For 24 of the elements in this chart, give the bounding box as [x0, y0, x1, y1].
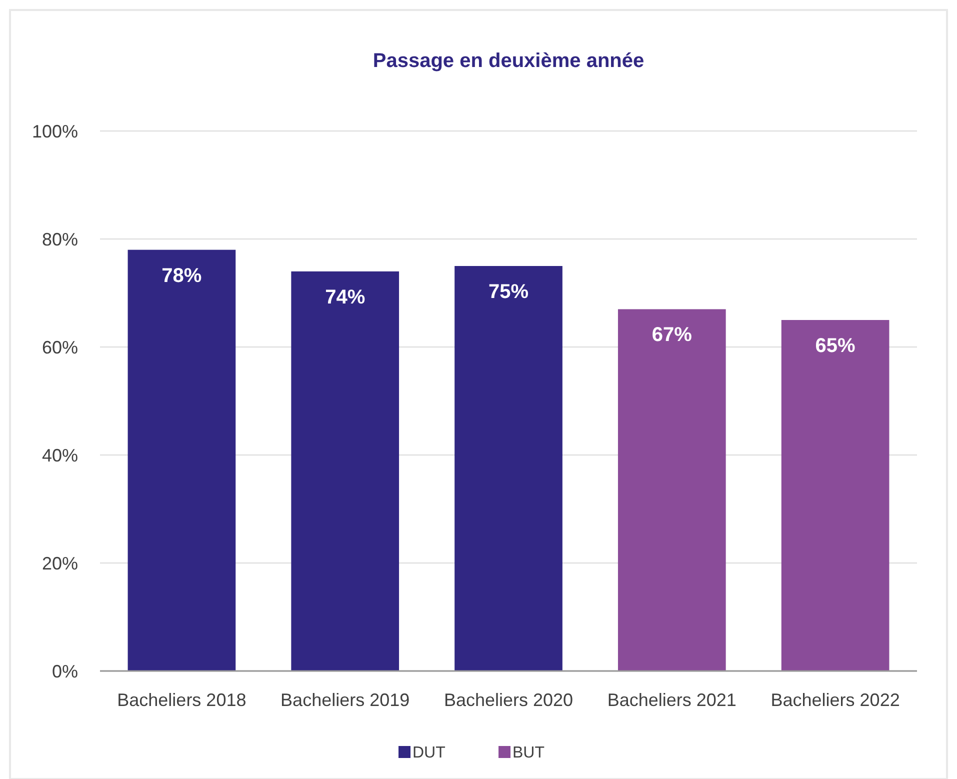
- data-label: 74%: [325, 286, 366, 308]
- legend-label: DUT: [412, 744, 446, 762]
- bar: [454, 266, 562, 671]
- chart-title: Passage en deuxième année: [372, 50, 644, 72]
- data-label: 65%: [815, 335, 856, 357]
- bar: [781, 320, 890, 671]
- data-label: 78%: [162, 264, 202, 287]
- legend-label: BUT: [512, 744, 545, 762]
- y-tick-label: 0%: [52, 661, 78, 682]
- bar: [128, 250, 236, 671]
- y-tick-label: 20%: [42, 553, 78, 574]
- x-tick-label: Bacheliers 2018: [117, 690, 246, 710]
- data-label: 67%: [652, 324, 692, 346]
- x-tick-label: Bacheliers 2021: [607, 690, 736, 710]
- y-tick-label: 60%: [42, 337, 78, 358]
- x-tick-label: Bacheliers 2020: [444, 690, 574, 710]
- x-tick-label: Bacheliers 2019: [280, 690, 410, 710]
- x-tick-label: Bacheliers 2022: [770, 690, 900, 710]
- y-tick-label: 40%: [42, 445, 78, 466]
- data-label: 75%: [488, 281, 529, 303]
- bar: [618, 309, 726, 671]
- y-tick-label: 100%: [32, 121, 78, 142]
- bar: [291, 271, 400, 671]
- y-tick-label: 80%: [42, 229, 78, 250]
